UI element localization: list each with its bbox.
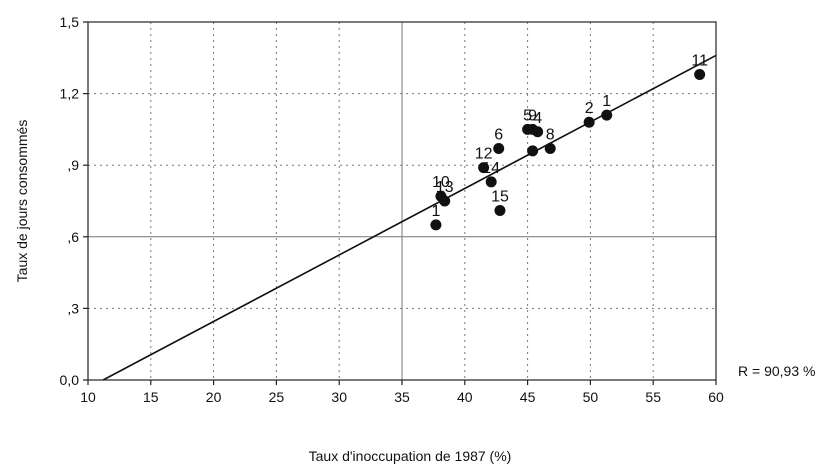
y-tick-label: ,3 [67,300,79,316]
y-tick-label: 0,0 [60,372,80,388]
grid-lines [88,22,716,380]
regression-line-group [102,54,717,381]
x-tick-label: 20 [206,389,222,405]
point-label: 2 [585,100,594,117]
data-point [601,109,613,121]
regression-line [102,54,717,381]
y-tick-label: 1,5 [60,14,80,30]
x-tick-label: 35 [394,389,410,405]
point-label: 8 [546,126,555,143]
point-label: 1 [431,203,440,220]
x-tick-label: 55 [645,389,661,405]
data-point [430,219,442,231]
data-point [694,69,706,81]
point-label: 4 [533,110,542,127]
y-tick-label: ,9 [67,157,79,173]
r-value-annotation: R = 90,93 % [738,363,815,379]
point-label: 12 [475,146,493,163]
point-label: 5 [523,107,532,124]
y-axis-title: Taux de jours consommés [14,120,30,283]
point-label: 10 [432,174,450,191]
point-label: 13 [436,179,454,196]
point-label: 15 [491,189,509,206]
data-point [485,176,497,188]
data-points [430,69,706,231]
y-tick-label: ,6 [67,229,79,245]
x-tick-label: 25 [269,389,285,405]
x-tick-label: 45 [520,389,536,405]
x-tick-label: 60 [708,389,724,405]
x-tick-label: 10 [80,389,96,405]
y-axis-ticks: 0,0 ,3 ,6 ,9 1,2 1,5 [60,14,88,388]
x-axis-title: Taux d'inoccupation de 1987 (%) [309,448,512,464]
data-point [494,205,506,217]
x-tick-label: 50 [583,389,599,405]
point-label: 14 [482,160,500,177]
data-point [493,142,505,154]
point-label: 1 [602,93,611,110]
data-point [439,195,451,207]
data-point [583,116,595,128]
data-point [527,123,539,135]
data-point [478,162,490,174]
data-point [544,142,556,154]
point-label: 11 [691,53,708,70]
x-axis-ticks: 10 15 20 25 30 35 40 45 50 55 60 [80,380,724,405]
x-tick-label: 40 [457,389,473,405]
x-tick-label: 15 [143,389,159,405]
data-point [527,145,539,157]
y-tick-label: 1,2 [60,86,80,102]
x-tick-label: 30 [331,389,347,405]
point-label: 9 [528,107,537,124]
point-label: 6 [494,126,503,143]
